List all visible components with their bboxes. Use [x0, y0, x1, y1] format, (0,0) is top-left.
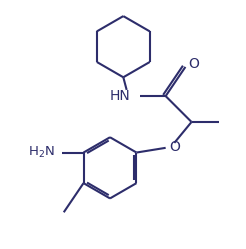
Text: H$_2$N: H$_2$N — [28, 145, 54, 160]
Text: O: O — [188, 58, 199, 71]
Text: O: O — [169, 140, 180, 154]
Text: HN: HN — [110, 89, 130, 103]
